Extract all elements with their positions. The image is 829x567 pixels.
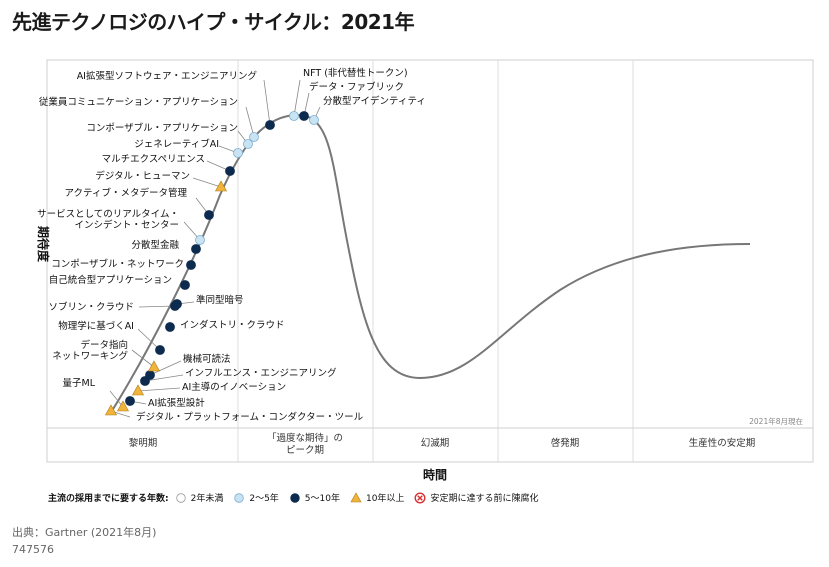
tech-3-marker xyxy=(116,400,130,412)
tech-22-label: AI拡張型ソフトウェア・エンジニアリング xyxy=(77,70,258,82)
legend-label: 安定期に達する前に陳腐化 xyxy=(430,494,539,504)
legend-label: 2年未満 xyxy=(190,494,224,504)
tech-25-label: 分散型アイデンティティ xyxy=(323,95,426,107)
legend-item: 10年以上 xyxy=(350,491,404,504)
legend-symbol xyxy=(175,492,186,503)
legend-symbol xyxy=(414,491,426,504)
tech-19-label: ジェネレーティブAI xyxy=(134,138,219,150)
legend-item: 5～10年 xyxy=(289,491,340,504)
legend-symbol xyxy=(350,491,362,502)
tech-23-marker xyxy=(289,111,299,121)
hype-curve xyxy=(109,113,751,415)
tech-6-label: 機械可読法 xyxy=(183,353,231,365)
tech-12-label: 自己統合型アプリケーション xyxy=(49,274,172,286)
tech-7-label: データ指向ネットワーキング xyxy=(52,339,128,362)
phase-label: 生産性の安定期 xyxy=(689,437,756,449)
legend-label: 5～10年 xyxy=(304,494,340,504)
tech-9-marker xyxy=(165,322,175,332)
tech-11-marker xyxy=(172,299,182,309)
tech-10-leader xyxy=(138,305,176,308)
phase-label: 「過度な期待」のピーク期 xyxy=(267,432,343,456)
legend-label: 2～5年 xyxy=(249,494,279,504)
legend-item: 2～5年 xyxy=(233,491,279,504)
tech-2-label: AI拡張型設計 xyxy=(148,397,205,409)
tech-6-leader xyxy=(149,360,182,376)
tech-9-label: インダストリ・クラウド xyxy=(180,319,285,331)
tech-25-marker xyxy=(309,115,319,125)
document-id: 747576 xyxy=(12,543,54,556)
tech-22-marker xyxy=(265,120,275,130)
tech-21-label: 従業員コミュニケーション・アプリケーション xyxy=(39,96,238,108)
tech-4-label: AI主導のイノベーション xyxy=(182,381,286,393)
phase-label: 黎明期 xyxy=(129,437,158,449)
tech-16-label: アクティブ・メタデータ管理 xyxy=(65,187,188,199)
tech-2-marker xyxy=(125,396,135,406)
source-note: 出典：Gartner (2021年8月) xyxy=(12,526,157,539)
tech-15-marker xyxy=(195,235,205,245)
tech-7-leader xyxy=(131,349,155,368)
legend-label: 10年以上 xyxy=(365,494,405,504)
x-axis-label: 時間 xyxy=(423,467,447,482)
legend-title: 主流の採用までに要する年数: xyxy=(48,494,169,504)
y-axis-label: 期待度 xyxy=(36,226,51,263)
tech-23-leader xyxy=(293,79,301,117)
tech-16-marker xyxy=(204,210,214,220)
tech-1-label: デジタル・プラットフォーム・コンダクター・ツール xyxy=(136,411,364,423)
tech-24-label: データ・ファブリック xyxy=(309,81,404,93)
tech-19-marker xyxy=(233,148,243,158)
tech-23-label: NFT (非代替性トークン) xyxy=(303,67,408,79)
tech-10-label: ソブリン・クラウド xyxy=(48,301,134,313)
tech-13-marker xyxy=(186,260,196,270)
legend-symbol xyxy=(290,492,300,503)
tech-1-marker xyxy=(104,404,118,416)
tech-24-marker xyxy=(299,111,309,121)
tech-20-marker xyxy=(243,139,253,149)
tech-5-label: インフルエンス・エンジニアリング xyxy=(185,367,337,379)
legend: 主流の採用までに要する年数: 2年未満 2～5年 5～10年 10年以上 安定期に達する… xyxy=(48,491,548,504)
tech-4-leader xyxy=(137,387,181,392)
tech-17-marker xyxy=(214,180,228,192)
tech-6-marker xyxy=(145,370,155,380)
tech-8-label: 物理学に基づくAI xyxy=(58,320,134,332)
tech-21-leader xyxy=(245,106,255,138)
tech-4-marker xyxy=(131,384,145,396)
tech-20-label: コンポーザブル・アプリケーション xyxy=(86,122,238,134)
chart-title: 先進テクノロジのハイプ・サイクル：2021年 xyxy=(12,10,415,34)
tech-15-label: サービスとしてのリアルタイム・インシデント・センター xyxy=(37,209,179,231)
tech-3-label: 量子ML xyxy=(63,378,96,389)
tech-18-marker xyxy=(225,166,235,176)
tech-11-label: 準同型暗号 xyxy=(196,294,244,306)
tech-13-label: コンポーザブル・ネットワーク xyxy=(51,258,184,270)
phase-label: 幻滅期 xyxy=(421,437,450,449)
tech-22-leader xyxy=(263,79,271,126)
tech-21-marker xyxy=(249,132,259,142)
tech-7-marker xyxy=(147,360,161,372)
legend-item: 2年未満 xyxy=(175,491,224,504)
tech-14-label: 分散型金融 xyxy=(131,239,179,251)
phase-dividers xyxy=(237,60,634,462)
legend-item: 安定期に達する前に陳腐化 xyxy=(414,491,538,504)
tech-17-label: デジタル・ヒューマン xyxy=(95,170,190,182)
tech-18-label: マルチエクスペリエンス xyxy=(102,154,205,165)
tech-5-leader xyxy=(144,374,184,382)
tech-14-marker xyxy=(191,244,201,254)
phase-label: 啓発期 xyxy=(551,437,580,449)
tech-8-leader xyxy=(137,328,161,351)
tech-8-marker xyxy=(155,345,165,355)
tech-12-marker xyxy=(180,280,190,290)
plot-area xyxy=(46,59,814,463)
date-note: 2021年8月現在 xyxy=(749,416,803,426)
legend-symbol xyxy=(234,492,245,503)
tech-17-leader xyxy=(192,177,222,188)
